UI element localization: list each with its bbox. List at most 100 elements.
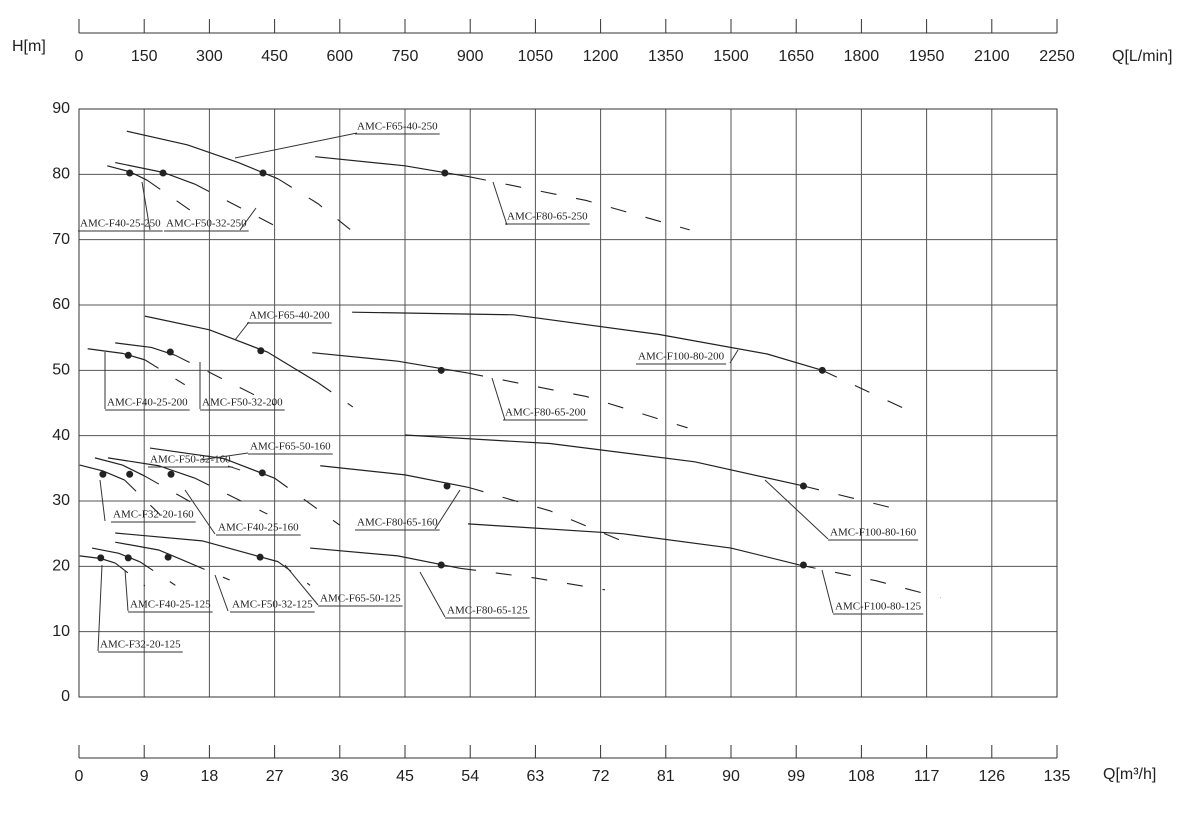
duty-point xyxy=(164,553,172,561)
x2-tick-label: 300 xyxy=(196,48,223,65)
curve-label: AMC-F50-32-250 xyxy=(166,218,247,230)
x-tick-label: 108 xyxy=(848,768,875,785)
leader-line xyxy=(764,479,829,540)
leader-line xyxy=(199,452,249,461)
leader-line xyxy=(97,564,103,652)
pump-curve xyxy=(94,457,146,477)
y-tick-label: 20 xyxy=(52,558,70,575)
pump-curve-extension xyxy=(470,176,690,231)
pump-curve xyxy=(144,315,319,384)
x2-tick-label: 2100 xyxy=(974,48,1010,65)
duty-point xyxy=(256,553,264,561)
x-tick-label: 126 xyxy=(978,768,1005,785)
duty-point xyxy=(126,470,134,478)
duty-point xyxy=(799,561,807,569)
duty-point xyxy=(126,169,134,177)
pump-curve-extension xyxy=(144,359,186,386)
duty-point xyxy=(437,561,445,569)
leader-line xyxy=(234,321,250,341)
x2-tick-label: 900 xyxy=(457,48,484,65)
duty-point xyxy=(99,470,107,478)
duty-point xyxy=(437,366,445,374)
x2-tick-label: 1050 xyxy=(518,48,554,65)
leader-line xyxy=(491,377,506,421)
x2-tick-label: 150 xyxy=(131,48,158,65)
curve-label: AMC-F80-65-250 xyxy=(507,211,588,223)
pump-curve-extension xyxy=(467,372,688,429)
duty-point xyxy=(443,482,451,490)
y-tick-label: 10 xyxy=(52,623,70,640)
leader-line xyxy=(214,574,229,612)
x2-tick-label: 1200 xyxy=(583,48,619,65)
pump-curve xyxy=(115,532,279,563)
pump-curve-extension xyxy=(277,561,311,586)
leader-line xyxy=(419,571,446,618)
curve-label: AMC-F80-65-160 xyxy=(357,517,438,529)
x-axis-label: Q[m³/h] xyxy=(1103,766,1156,783)
pump-curve-extension xyxy=(274,477,341,526)
leader-line xyxy=(124,569,129,612)
x-tick-label: 135 xyxy=(1044,768,1071,785)
x-tick-label: 45 xyxy=(396,768,414,785)
curve-label: AMC-F40-25-250 xyxy=(80,218,161,230)
duty-point xyxy=(166,348,174,356)
x-tick-label: 27 xyxy=(266,768,284,785)
x2-tick-label: 750 xyxy=(392,48,419,65)
x-tick-label: 90 xyxy=(722,768,740,785)
duty-point xyxy=(97,554,105,562)
y-axis-label: H[m] xyxy=(12,38,46,55)
x2-tick-label: 1950 xyxy=(909,48,945,65)
pump-curve xyxy=(115,541,191,564)
pump-curve-extension xyxy=(459,567,606,591)
pump-curve xyxy=(149,447,275,479)
duty-point xyxy=(441,169,449,177)
x-tick-label: 0 xyxy=(75,768,84,785)
x2-tick-label: 1350 xyxy=(648,48,684,65)
pump-curve-extension xyxy=(144,475,206,511)
pump-curve xyxy=(91,547,141,563)
duty-point xyxy=(124,351,132,359)
pump-curve-extension xyxy=(822,369,913,413)
pump-curve xyxy=(107,457,196,479)
x-tick-label: 63 xyxy=(527,768,545,785)
curve-label: AMC-F50-32-200 xyxy=(202,397,283,409)
leader-line xyxy=(234,132,358,159)
duty-point xyxy=(167,470,175,478)
leader-line xyxy=(284,564,319,606)
pump-curve-extension xyxy=(194,477,268,515)
x-tick-label: 18 xyxy=(201,768,219,785)
curve-label: AMC-F65-50-160 xyxy=(250,441,331,453)
leader-line xyxy=(239,207,257,231)
curve-label: AMC-F65-40-250 xyxy=(357,121,438,133)
x-tick-label: 81 xyxy=(657,768,675,785)
x-tick-label: 99 xyxy=(787,768,805,785)
curve-label: AMC-F50-32-160 xyxy=(150,454,231,466)
pump-curve-extension xyxy=(317,382,354,408)
curve-label: AMC-F100-80-125 xyxy=(835,601,922,613)
x2-tick-label: 2250 xyxy=(1039,48,1075,65)
curve-label: AMC-F40-25-160 xyxy=(218,522,299,534)
curve-label: AMC-F100-80-160 xyxy=(830,527,917,539)
leader-line xyxy=(821,569,834,614)
pump-curve xyxy=(404,434,804,487)
curve-label: AMC-F40-25-125 xyxy=(130,599,211,611)
pump-curve xyxy=(352,311,823,371)
duty-point xyxy=(257,347,265,355)
pump-curve xyxy=(315,156,471,178)
x-tick-label: 117 xyxy=(914,768,940,785)
curve-label: AMC-F32-20-160 xyxy=(113,509,194,521)
pump-curve-extension xyxy=(139,561,176,586)
duty-point xyxy=(799,482,807,490)
curve-label: AMC-F65-50-125 xyxy=(320,593,401,605)
curve-label: AMC-F40-25-200 xyxy=(107,397,188,409)
leader-line xyxy=(729,349,739,364)
y-tick-label: 50 xyxy=(52,362,70,379)
leader-line xyxy=(184,489,216,535)
pump-curve-extension xyxy=(146,179,196,214)
leader-line xyxy=(492,181,508,226)
y-tick-label: 60 xyxy=(52,296,70,313)
curve-label: AMC-F80-65-200 xyxy=(505,407,586,419)
pump-curve xyxy=(126,130,279,180)
